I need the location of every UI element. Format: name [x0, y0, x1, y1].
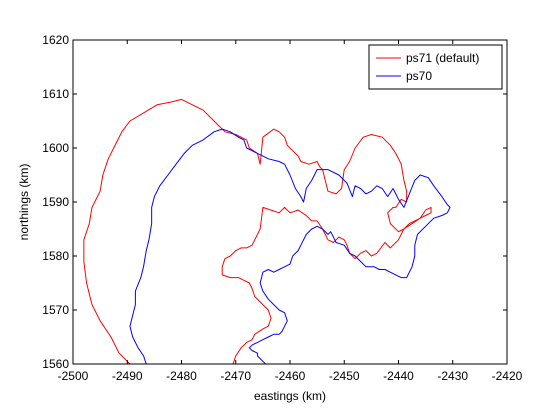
x-axis-label: eastings (km) — [254, 389, 326, 403]
y-tick-label: 1570 — [42, 303, 69, 317]
x-tick-label: -2460 — [275, 369, 306, 383]
y-tick-label: 1590 — [42, 195, 69, 209]
x-tick-label: -2430 — [437, 369, 468, 383]
x-tick-label: -2480 — [166, 369, 197, 383]
legend: ps71 (default) ps70 — [368, 44, 503, 90]
series-line-1 — [129, 128, 451, 364]
axes: -2500 -2490 -2480 -2470 -2460 -2450 -2440 -2430… — [17, 33, 523, 403]
legend-label-0: ps71 (default) — [406, 51, 479, 65]
y-tick-label: 1620 — [42, 33, 69, 47]
legend-label-1: ps70 — [406, 69, 432, 83]
y-tick-label: 1610 — [42, 87, 69, 101]
y-axis-label: northings (km) — [17, 164, 31, 241]
x-tick-label: -2490 — [112, 369, 143, 383]
y-tick-label: 1580 — [42, 249, 69, 263]
legend-box — [368, 44, 503, 90]
series-line-0 — [83, 98, 432, 364]
x-tick-label: -2450 — [329, 369, 360, 383]
y-tick-label: 1560 — [42, 357, 69, 371]
x-tick-label: -2500 — [58, 369, 89, 383]
x-tick-label: -2440 — [383, 369, 414, 383]
x-tick-label: -2470 — [220, 369, 251, 383]
plot-area — [83, 98, 451, 364]
x-tick-label: -2420 — [492, 369, 523, 383]
y-tick-label: 1600 — [42, 141, 69, 155]
